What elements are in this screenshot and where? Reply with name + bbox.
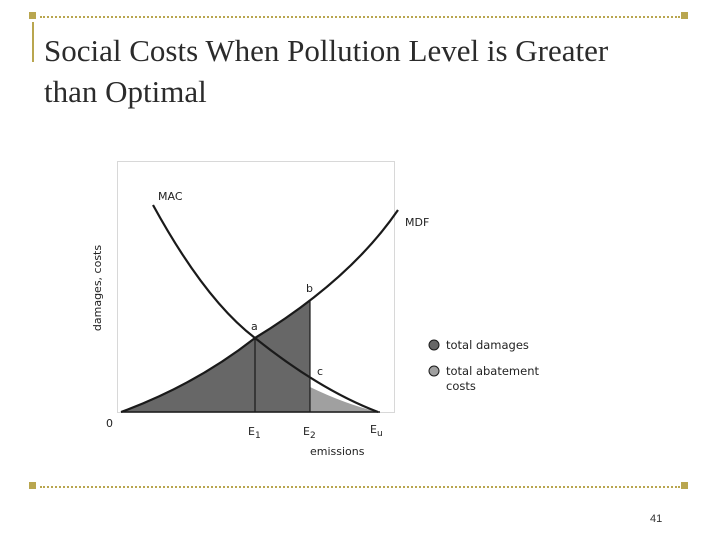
point-b-label: b bbox=[306, 282, 313, 295]
x-axis-label: emissions bbox=[310, 445, 365, 458]
mdf-label: MDF bbox=[405, 216, 429, 229]
top-rule bbox=[40, 16, 680, 18]
slide-title: Social Costs When Pollution Level is Gre… bbox=[44, 33, 609, 109]
legend: total damages total abatement costs bbox=[428, 338, 539, 393]
point-c-label: c bbox=[317, 365, 323, 378]
point-a-label: a bbox=[251, 320, 258, 333]
tick-e1: E1 bbox=[248, 425, 261, 441]
bottom-rule bbox=[40, 486, 680, 488]
tick-e2: E2 bbox=[303, 425, 316, 441]
y-axis-label: damages, costs bbox=[91, 245, 104, 331]
legend-swatch-total-damages bbox=[428, 339, 440, 351]
bottom-right-bullet bbox=[681, 482, 688, 489]
title-side-rule bbox=[32, 22, 34, 62]
legend-label-total-abatement-line1: total abatement bbox=[446, 364, 539, 378]
mdf-curve bbox=[120, 209, 399, 414]
legend-swatch-total-abatement-costs bbox=[428, 365, 440, 377]
bottom-left-bullet bbox=[29, 482, 36, 489]
top-right-bullet bbox=[681, 12, 688, 19]
tick-eu: Eu bbox=[370, 423, 383, 439]
total-damages-area bbox=[121, 300, 310, 412]
origin-label: 0 bbox=[106, 417, 113, 430]
legend-label-total-damages: total damages bbox=[446, 338, 529, 352]
total-abatement-area bbox=[310, 387, 378, 412]
legend-label-total-abatement-line2: costs bbox=[446, 379, 476, 393]
top-left-bullet bbox=[29, 12, 36, 19]
page-number: 41 bbox=[650, 513, 663, 525]
mac-label: MAC bbox=[158, 190, 183, 203]
